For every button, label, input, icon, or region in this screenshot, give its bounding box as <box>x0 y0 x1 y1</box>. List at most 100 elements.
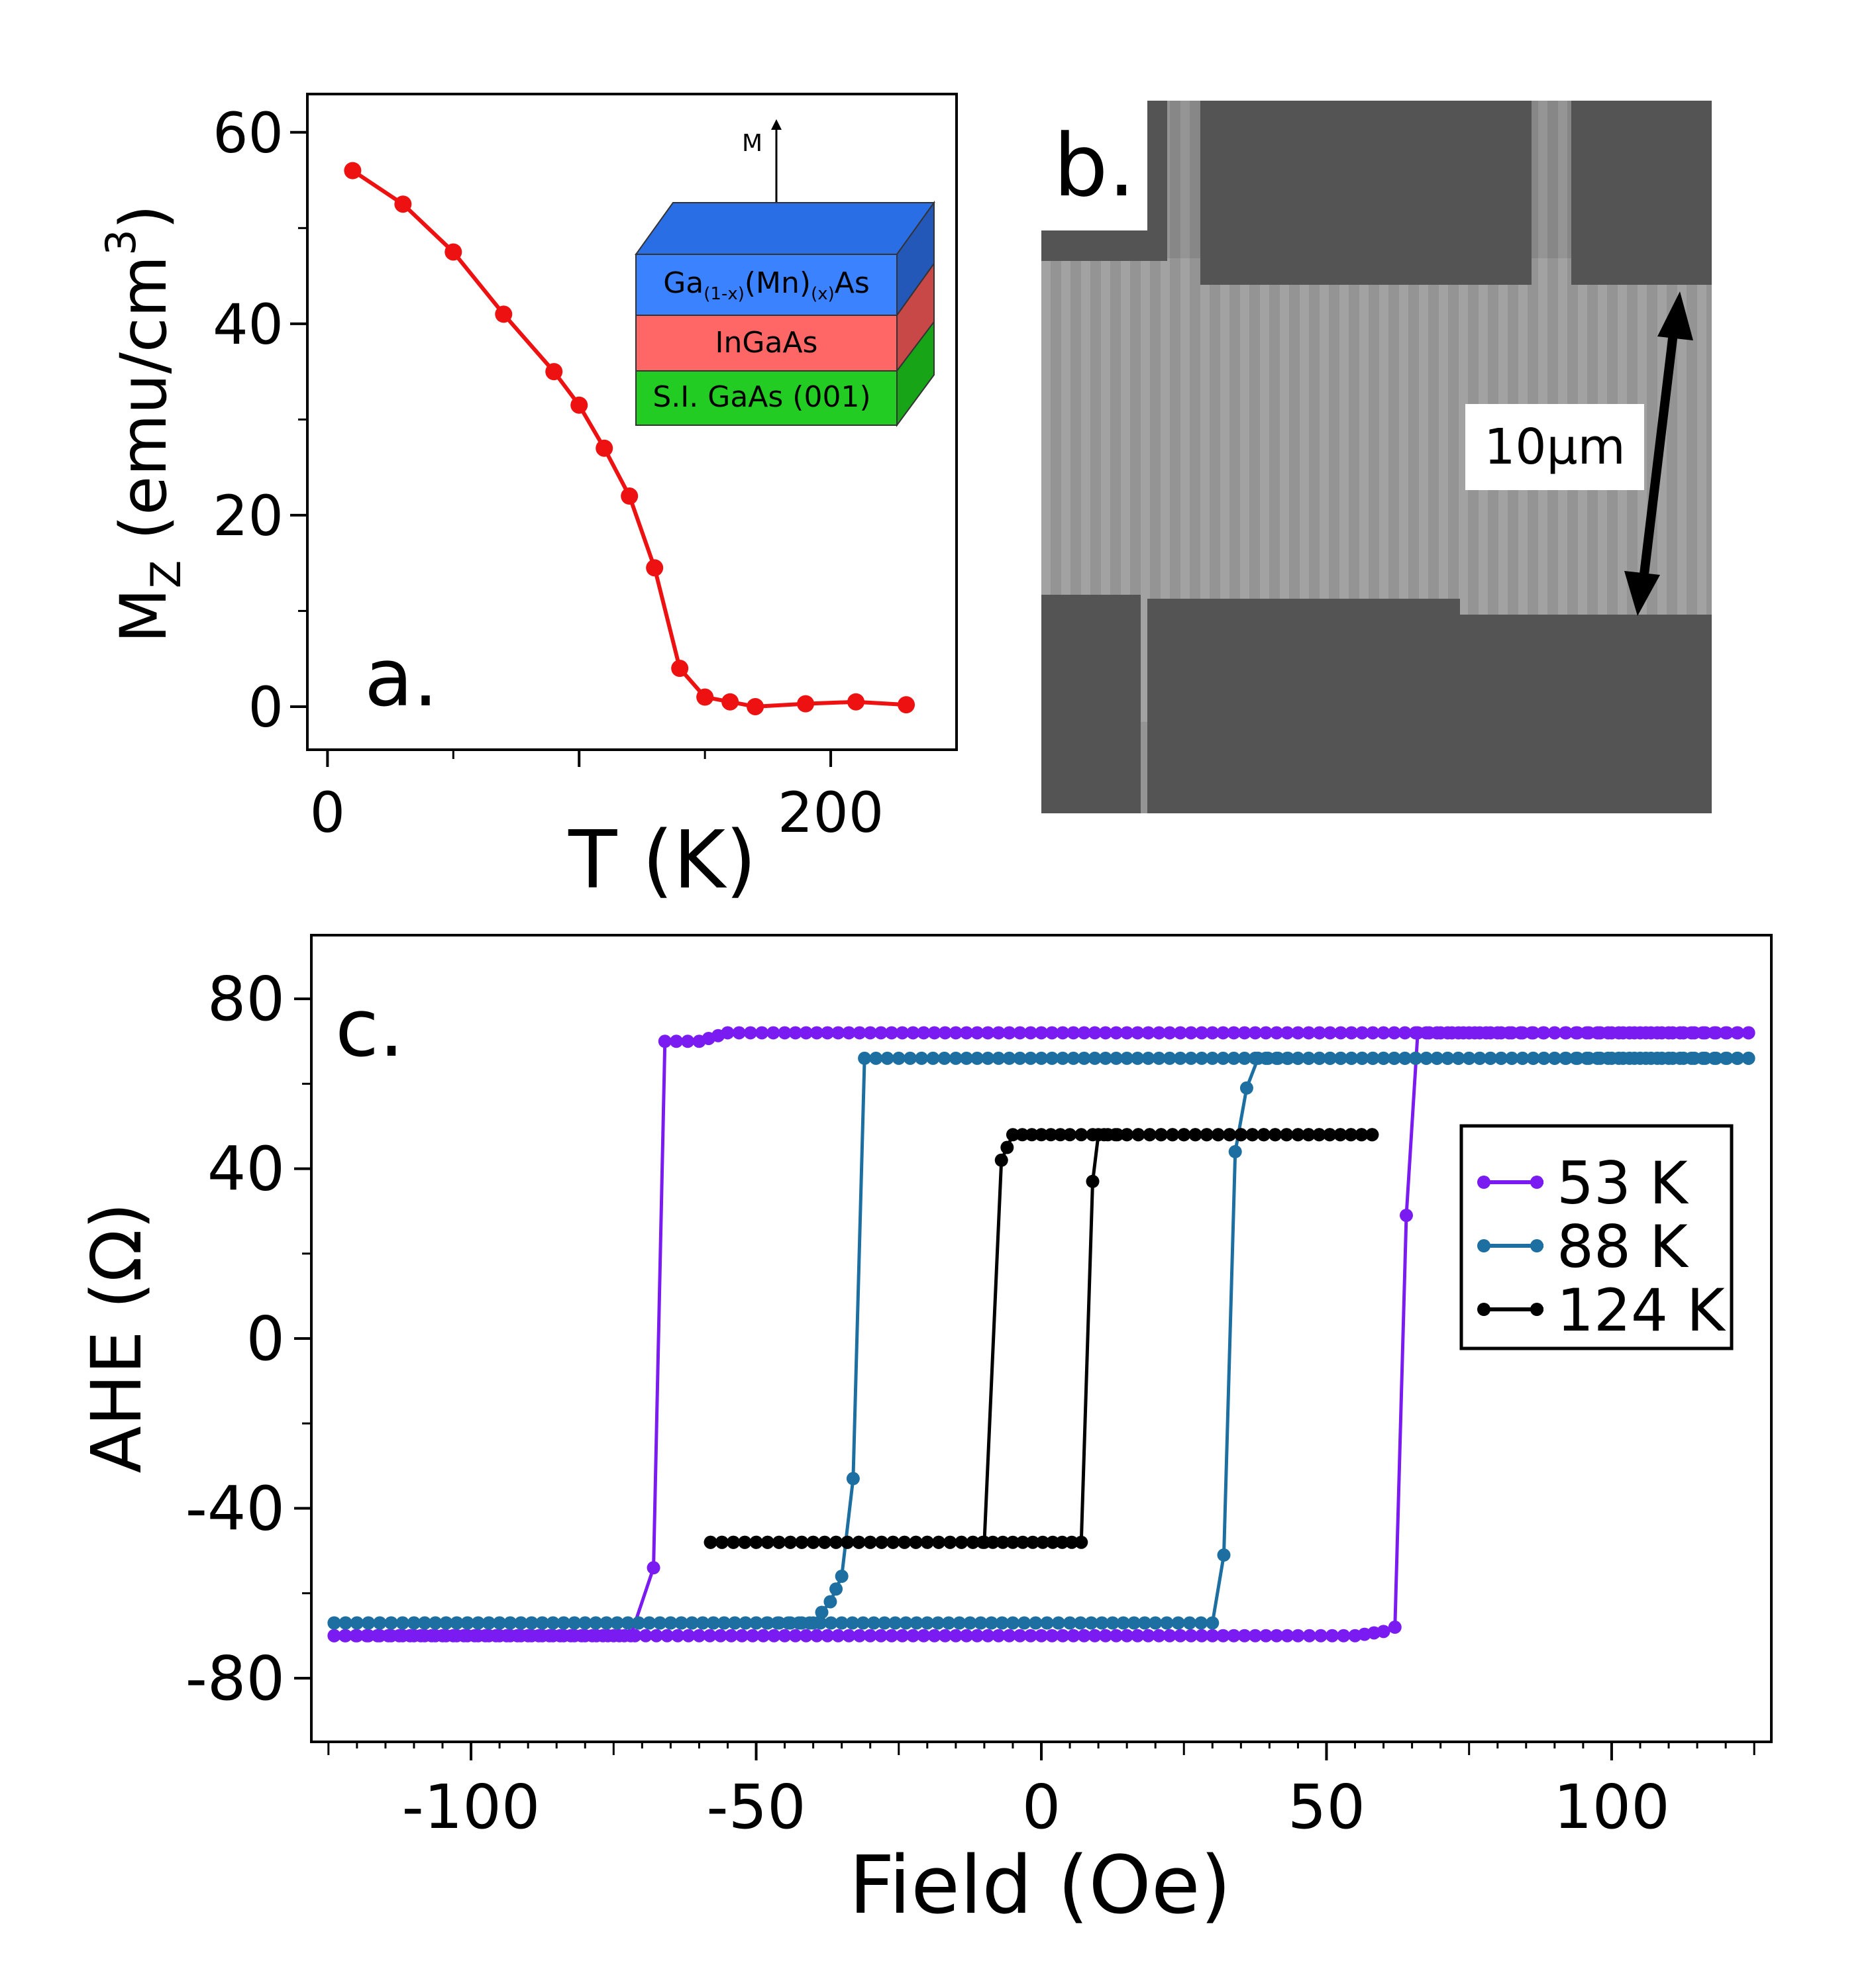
panel-c-data-point <box>1323 1128 1337 1142</box>
panel-c-data-point <box>1152 1026 1166 1040</box>
panel-c-data-point <box>823 1595 837 1609</box>
panel-a-data-point <box>721 693 739 711</box>
panel-c-data-point <box>1152 1629 1166 1643</box>
panel-c-data-point <box>568 1616 582 1630</box>
panel-c-data-point <box>514 1616 528 1630</box>
panel-c-data-point <box>863 1535 877 1549</box>
panel-c-data-point <box>986 1535 1000 1549</box>
panel-c-data-point <box>1398 1026 1412 1040</box>
panel-c-data-point <box>1063 1128 1077 1142</box>
panel-c-data-point <box>436 1629 450 1643</box>
panel-c-data-point <box>446 1629 460 1643</box>
panel-c-data-point <box>1547 1026 1561 1040</box>
panel-c-data-point <box>749 1616 763 1630</box>
panel-a-ylabel-sub: Z <box>142 560 190 588</box>
panel-c-data-point <box>1271 1051 1285 1065</box>
panel-c-data-point <box>1143 1128 1157 1142</box>
panel-c-data-point <box>852 1535 866 1549</box>
panel-c-label: c. <box>335 983 404 1075</box>
panel-a-label: a. <box>364 632 439 725</box>
panel-c-x-tick-label: 100 <box>1553 1772 1670 1843</box>
panel-a-data-point <box>646 559 664 577</box>
panel-c-data-point <box>1163 1026 1176 1040</box>
contact-pad-bottom-center <box>1147 599 1460 813</box>
panel-c-data-point <box>1639 1051 1653 1065</box>
panel-c-data-point <box>1131 1051 1145 1065</box>
panel-c-data-point <box>1366 1026 1380 1040</box>
panel-c-data-point <box>1141 1051 1155 1065</box>
panel-c-y-tick-label: 0 <box>246 1303 285 1374</box>
panel-c-data-point <box>1270 1026 1284 1040</box>
panel-c-data-point <box>1173 1629 1187 1643</box>
panel-c-data-point <box>1281 1051 1295 1065</box>
panel-c-data-point <box>1662 1026 1676 1040</box>
panel-c-data-point <box>760 1616 774 1630</box>
panel-c-data-point <box>949 1026 963 1040</box>
panel-c-data-point <box>1045 1026 1059 1040</box>
panel-c-data-point <box>1462 1051 1476 1065</box>
panel-c-data-point <box>994 1153 1008 1167</box>
panel-c-x-axis-label: Field (Oe) <box>849 1840 1231 1932</box>
panel-c-data-point <box>493 1616 507 1630</box>
panel-c-data-point <box>886 1535 900 1549</box>
panel-c-data-point <box>1188 1128 1202 1142</box>
panel-c-data-point <box>1017 1616 1031 1630</box>
panel-b-label: b. <box>1041 101 1147 230</box>
panel-c-data-point <box>1355 1026 1369 1040</box>
panel-a-y-tick-label: 60 <box>213 101 284 166</box>
panel-c-data-point <box>803 1616 817 1630</box>
panel-c-data-point <box>1023 1051 1037 1065</box>
panel-c-data-point <box>1302 1128 1316 1142</box>
panel-a-ylabel-unit: (emu/cm <box>107 256 181 560</box>
panel-c-data-point <box>1662 1051 1676 1065</box>
panel-c-data-point <box>1023 1026 1037 1040</box>
panel-c-data-point <box>888 1616 902 1630</box>
panel-c-data-point <box>1088 1026 1102 1040</box>
panel-c-data-point <box>407 1616 421 1630</box>
panel-c-data-point <box>898 1535 912 1549</box>
panel-c-data-point <box>1035 1026 1048 1040</box>
panel-c-data-point <box>1355 1051 1369 1065</box>
panel-c-data-point <box>885 1629 899 1643</box>
panel-c-y-tick-label: 80 <box>207 964 285 1035</box>
panel-c-data-point <box>450 1616 464 1630</box>
panel-c-data-point <box>1526 1051 1540 1065</box>
panel-c-data-point <box>817 1535 831 1549</box>
panel-c-data-point <box>1411 1026 1425 1040</box>
panel-c-data-point <box>853 1629 866 1643</box>
panel-c-data-point <box>724 1629 738 1643</box>
panel-a-data-point <box>747 697 764 715</box>
panel-c-data-point <box>617 1629 631 1643</box>
panel-c-data-point <box>1536 1026 1550 1040</box>
panel-c-data-point <box>1559 1026 1573 1040</box>
panel-c-data-point <box>1237 1629 1251 1643</box>
panel-c-data-point <box>1337 1629 1351 1643</box>
panel-a-ylabel-main: M <box>107 588 181 643</box>
panel-c-data-point <box>384 1616 398 1630</box>
panel-c-data-point <box>586 1629 599 1643</box>
panel-c-data-point <box>703 1629 717 1643</box>
panel-c-data-point <box>503 1616 517 1630</box>
panel-c-data-point <box>1056 1051 1070 1065</box>
panel-c-data-point <box>926 1051 940 1065</box>
panel-c-x-tick-label: 0 <box>1022 1772 1061 1843</box>
panel-c-data-point <box>1245 1128 1259 1142</box>
panel-c-data-point <box>1312 1051 1326 1065</box>
panel-c-data-point <box>815 1605 829 1619</box>
panel-c-data-point <box>1006 1616 1019 1630</box>
panel-a-data-point <box>797 695 815 713</box>
panel-a-ylabel-close: ) <box>107 205 181 229</box>
scale-bar-label: 10μm <box>1465 404 1644 490</box>
panel-c-y-tick-label: -40 <box>185 1473 285 1544</box>
panel-c-data-point <box>1120 1051 1134 1065</box>
panel-c-data-point <box>1067 1026 1080 1040</box>
panel-c-data-point <box>706 1616 720 1630</box>
panel-c-data-point <box>1387 1026 1401 1040</box>
panel-c-data-point <box>1650 1051 1664 1065</box>
panel-c-data-point <box>1291 1026 1305 1040</box>
panel-a-data-point <box>671 660 689 678</box>
panel-c-data-point <box>1582 1026 1596 1040</box>
panel-c-data-point <box>906 1629 920 1643</box>
panel-c-data-point <box>992 1629 1006 1643</box>
panel-c-data-point <box>960 1051 974 1065</box>
